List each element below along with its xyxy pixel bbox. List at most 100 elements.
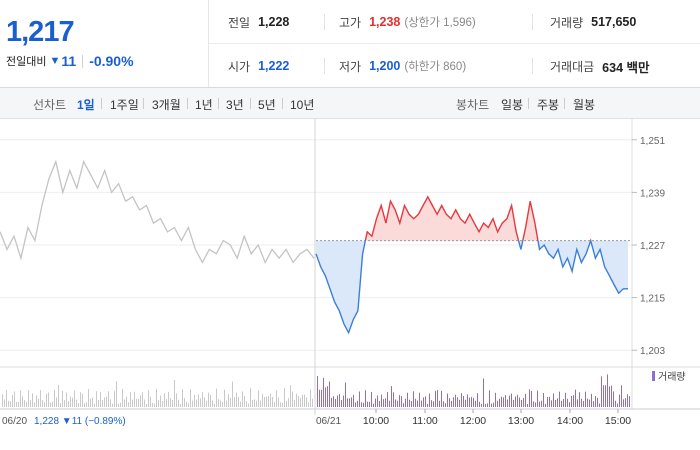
volume-bar [148, 390, 149, 407]
volume-bar [513, 399, 514, 407]
volume-bar [292, 391, 293, 407]
volume-bar [333, 396, 334, 407]
volume-bar [196, 399, 197, 407]
range-3m[interactable]: 3개월 [152, 98, 181, 112]
volume-bar [439, 400, 440, 407]
volume-bar [184, 397, 185, 407]
volume-bar [60, 402, 61, 407]
volume-bar [507, 399, 508, 407]
volume-bar [433, 401, 434, 407]
volume-bar [206, 400, 207, 407]
volume-bar [605, 385, 606, 407]
volume-bar [216, 388, 217, 407]
volume-bar [327, 386, 328, 407]
volume-bar [116, 381, 117, 407]
candle-chart-label: 봉차트 [456, 98, 490, 112]
volume-bar [286, 400, 287, 407]
volume-bar [525, 393, 526, 407]
volume-bar [178, 399, 179, 407]
volume-bar [555, 400, 556, 407]
volume-bar [589, 399, 590, 407]
price-chart[interactable]: 1,251 1,239 1,227 1,215 1,203 거래량 06/20 1,228… [0, 119, 700, 450]
volume-bar [308, 402, 309, 407]
candle-daily[interactable]: 일봉 [501, 98, 524, 112]
stat-label: 거래량 [550, 15, 584, 30]
gridlines [0, 119, 700, 410]
y-tick-label: 1,203 [640, 346, 665, 357]
volume-bar [385, 398, 386, 407]
current-price: 1,217 [6, 16, 75, 48]
volume-bar [573, 395, 574, 407]
volume-bar [411, 400, 412, 407]
volume-bar [495, 392, 496, 407]
volume-bar [571, 395, 572, 407]
volume-bar [533, 401, 534, 407]
volume-bar [493, 402, 494, 407]
volume-bar [511, 393, 512, 407]
volume-bar [18, 401, 19, 407]
volume-bar [214, 403, 215, 407]
volume-bar [8, 400, 9, 407]
volume-bar [64, 400, 65, 407]
volume-bar [172, 399, 173, 407]
volume-bar [537, 390, 538, 407]
volume-bar [591, 393, 592, 407]
volume-bar [407, 392, 408, 407]
volume-bar [180, 403, 181, 407]
volume-bar [491, 403, 492, 407]
volume-bar [56, 397, 57, 407]
range-1y[interactable]: 1년 [195, 98, 213, 112]
volume-bar [268, 396, 269, 407]
volume-bar [343, 395, 344, 407]
stat-label: 저가 [339, 59, 362, 74]
volume-bar [325, 387, 326, 407]
volume-bar [34, 402, 35, 407]
volume-bar [599, 403, 600, 407]
candle-monthly[interactable]: 월봉 [573, 98, 596, 112]
volume-bar [266, 396, 267, 407]
volume-bar [212, 400, 213, 407]
candle-weekly[interactable]: 주봉 [537, 98, 560, 112]
stat-label: 고가 [339, 15, 362, 30]
prev-day-info: 1,228 ▼11 (−0.89%) [34, 416, 126, 427]
range-5y[interactable]: 5년 [258, 98, 276, 112]
volume-bar [443, 401, 444, 407]
volume-bar [505, 395, 506, 407]
volume-bar [274, 402, 275, 407]
range-3y[interactable]: 3년 [226, 98, 244, 112]
volume-bar [194, 394, 195, 407]
divider [282, 98, 283, 109]
x-label-prev-day: 06/20 [2, 416, 27, 427]
volume-bar [363, 402, 364, 407]
volume-bar [445, 403, 446, 407]
volume-bar [471, 397, 472, 407]
volume-bar [401, 396, 402, 407]
volume-bar [154, 403, 155, 407]
volume-bar [272, 396, 273, 407]
volume-bar [202, 392, 203, 407]
volume-bar [310, 389, 311, 407]
volume-legend-swatch [652, 371, 655, 381]
volume-bar [226, 400, 227, 407]
volume-bar [76, 399, 77, 407]
volume-bar [423, 397, 424, 407]
volume-bar [547, 397, 548, 407]
volume-bar [70, 396, 71, 407]
volume-bar [166, 399, 167, 407]
range-10y[interactable]: 10년 [290, 98, 315, 112]
volume-bar [252, 400, 253, 407]
stat-note: (하한가 860) [404, 61, 467, 73]
volume-bar [144, 399, 145, 407]
volume-bar [238, 397, 239, 407]
down-triangle-icon: ▼ [49, 55, 61, 67]
volume-bar [24, 400, 25, 407]
volume-bar [284, 388, 285, 407]
volume-bar [118, 403, 119, 407]
volume-bar [509, 395, 510, 407]
stat-volume: 거래량 517,650 [550, 12, 636, 32]
volume-bar [531, 390, 532, 407]
range-1d[interactable]: 1일 [77, 98, 95, 112]
range-1w[interactable]: 1주일 [110, 98, 139, 112]
series-day-up-segment [364, 195, 592, 241]
volume-bar [483, 378, 484, 407]
